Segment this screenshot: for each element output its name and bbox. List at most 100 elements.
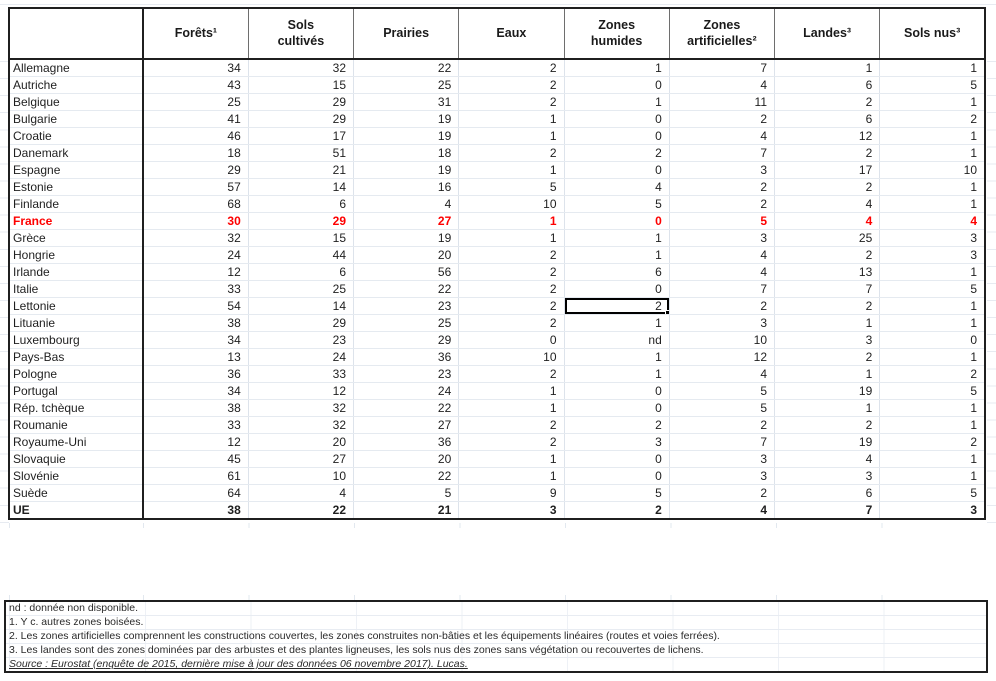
column-header[interactable]: Forêts¹ xyxy=(142,7,249,60)
value-cell[interactable]: 2 xyxy=(879,365,986,383)
value-cell[interactable]: 1 xyxy=(458,382,565,400)
country-cell[interactable]: Slovaquie xyxy=(9,450,144,468)
country-cell[interactable]: Grèce xyxy=(9,229,144,247)
value-cell[interactable]: 5 xyxy=(669,212,776,230)
column-header[interactable]: Prairies xyxy=(352,7,460,60)
value-cell[interactable]: 1 xyxy=(564,314,670,332)
value-cell[interactable]: 11 xyxy=(669,93,776,111)
value-cell[interactable]: 68 xyxy=(143,195,249,213)
country-cell[interactable]: Lituanie xyxy=(9,314,144,332)
value-cell[interactable]: 3 xyxy=(669,161,776,179)
country-cell[interactable]: Allemagne xyxy=(9,59,144,77)
value-cell[interactable]: 19 xyxy=(774,433,881,451)
value-cell[interactable]: 15 xyxy=(248,229,355,247)
value-cell[interactable]: 2 xyxy=(879,110,986,128)
value-cell[interactable]: 1 xyxy=(879,348,986,366)
corner-cell[interactable] xyxy=(8,7,144,60)
value-cell[interactable]: 7 xyxy=(774,501,881,520)
value-cell[interactable]: 5 xyxy=(879,484,986,502)
value-cell[interactable]: 33 xyxy=(143,416,249,434)
value-cell[interactable]: 36 xyxy=(353,433,460,451)
value-cell[interactable]: 5 xyxy=(353,484,460,502)
value-cell[interactable]: 32 xyxy=(248,59,355,77)
value-cell[interactable]: 2 xyxy=(774,246,881,264)
value-cell[interactable]: 4 xyxy=(564,178,670,196)
value-cell[interactable]: 3 xyxy=(879,246,986,264)
value-cell[interactable]: 3 xyxy=(458,501,565,520)
value-cell[interactable]: 1 xyxy=(458,450,565,468)
value-cell[interactable]: 36 xyxy=(353,348,460,366)
value-cell[interactable]: 6 xyxy=(774,110,881,128)
value-cell[interactable]: 1 xyxy=(774,314,881,332)
country-cell[interactable]: Irlande xyxy=(9,263,144,281)
value-cell[interactable]: 25 xyxy=(774,229,881,247)
country-cell[interactable]: Pologne xyxy=(9,365,144,383)
value-cell[interactable]: 18 xyxy=(353,144,460,162)
value-cell[interactable]: 5 xyxy=(564,195,670,213)
value-cell[interactable]: 1 xyxy=(879,127,986,145)
value-cell[interactable]: 5 xyxy=(669,382,776,400)
column-header[interactable]: Sols nus³ xyxy=(879,7,986,60)
country-cell[interactable]: Espagne xyxy=(9,161,144,179)
value-cell[interactable]: 9 xyxy=(458,484,565,502)
country-cell[interactable]: Croatie xyxy=(9,127,144,145)
value-cell[interactable]: 1 xyxy=(458,467,565,485)
value-cell[interactable]: 2 xyxy=(458,297,565,315)
value-cell[interactable]: 2 xyxy=(669,195,776,213)
value-cell[interactable]: 23 xyxy=(248,331,355,349)
value-cell[interactable]: 6 xyxy=(774,484,881,502)
value-cell[interactable]: 0 xyxy=(564,212,670,230)
value-cell[interactable]: 12 xyxy=(143,263,249,281)
value-cell[interactable]: 27 xyxy=(353,416,460,434)
value-cell[interactable]: 7 xyxy=(669,280,776,298)
value-cell[interactable]: 1 xyxy=(564,246,670,264)
value-cell[interactable]: 2 xyxy=(564,501,670,520)
value-cell[interactable]: 2 xyxy=(458,280,565,298)
value-cell[interactable]: 2 xyxy=(564,144,670,162)
value-cell[interactable]: 4 xyxy=(353,195,460,213)
value-cell[interactable]: 44 xyxy=(248,246,355,264)
value-cell[interactable]: 2 xyxy=(458,314,565,332)
value-cell[interactable]: 3 xyxy=(564,433,670,451)
value-cell[interactable]: 2 xyxy=(774,144,881,162)
value-cell[interactable]: 18 xyxy=(143,144,249,162)
country-cell[interactable]: Finlande xyxy=(9,195,144,213)
value-cell[interactable]: 23 xyxy=(353,297,460,315)
value-cell[interactable]: 4 xyxy=(669,365,776,383)
value-cell[interactable]: 38 xyxy=(143,501,249,520)
value-cell[interactable]: 1 xyxy=(879,297,986,315)
value-cell[interactable]: 4 xyxy=(669,501,776,520)
value-cell[interactable]: 34 xyxy=(143,331,249,349)
value-cell[interactable]: 64 xyxy=(143,484,249,502)
value-cell[interactable]: 17 xyxy=(774,161,881,179)
value-cell[interactable]: 1 xyxy=(564,229,670,247)
value-cell[interactable]: 24 xyxy=(248,348,355,366)
value-cell[interactable]: 41 xyxy=(143,110,249,128)
value-cell[interactable]: 3 xyxy=(669,450,776,468)
value-cell[interactable]: 4 xyxy=(879,212,986,230)
value-cell[interactable]: 2 xyxy=(669,110,776,128)
value-cell[interactable]: 38 xyxy=(143,314,249,332)
value-cell[interactable]: 17 xyxy=(248,127,355,145)
value-cell[interactable]: 31 xyxy=(353,93,460,111)
value-cell[interactable]: 34 xyxy=(143,59,249,77)
country-cell[interactable]: Royaume-Uni xyxy=(9,433,144,451)
value-cell[interactable]: 2 xyxy=(669,178,776,196)
value-cell[interactable]: 51 xyxy=(248,144,355,162)
column-header[interactable]: Landes³ xyxy=(773,7,881,60)
value-cell[interactable]: 3 xyxy=(669,314,776,332)
column-header[interactable]: Zones humides xyxy=(563,7,670,60)
value-cell[interactable]: 21 xyxy=(248,161,355,179)
value-cell[interactable]: 13 xyxy=(143,348,249,366)
value-cell[interactable]: 1 xyxy=(564,365,670,383)
value-cell[interactable]: 46 xyxy=(143,127,249,145)
value-cell[interactable]: 1 xyxy=(879,399,986,417)
value-cell[interactable]: 5 xyxy=(879,280,986,298)
value-cell[interactable]: 45 xyxy=(143,450,249,468)
value-cell[interactable]: 20 xyxy=(353,450,460,468)
value-cell[interactable]: 2 xyxy=(458,144,565,162)
value-cell[interactable]: 1 xyxy=(774,365,881,383)
value-cell[interactable]: 4 xyxy=(774,212,881,230)
value-cell[interactable]: 7 xyxy=(669,433,776,451)
value-cell[interactable]: 1 xyxy=(774,59,881,77)
